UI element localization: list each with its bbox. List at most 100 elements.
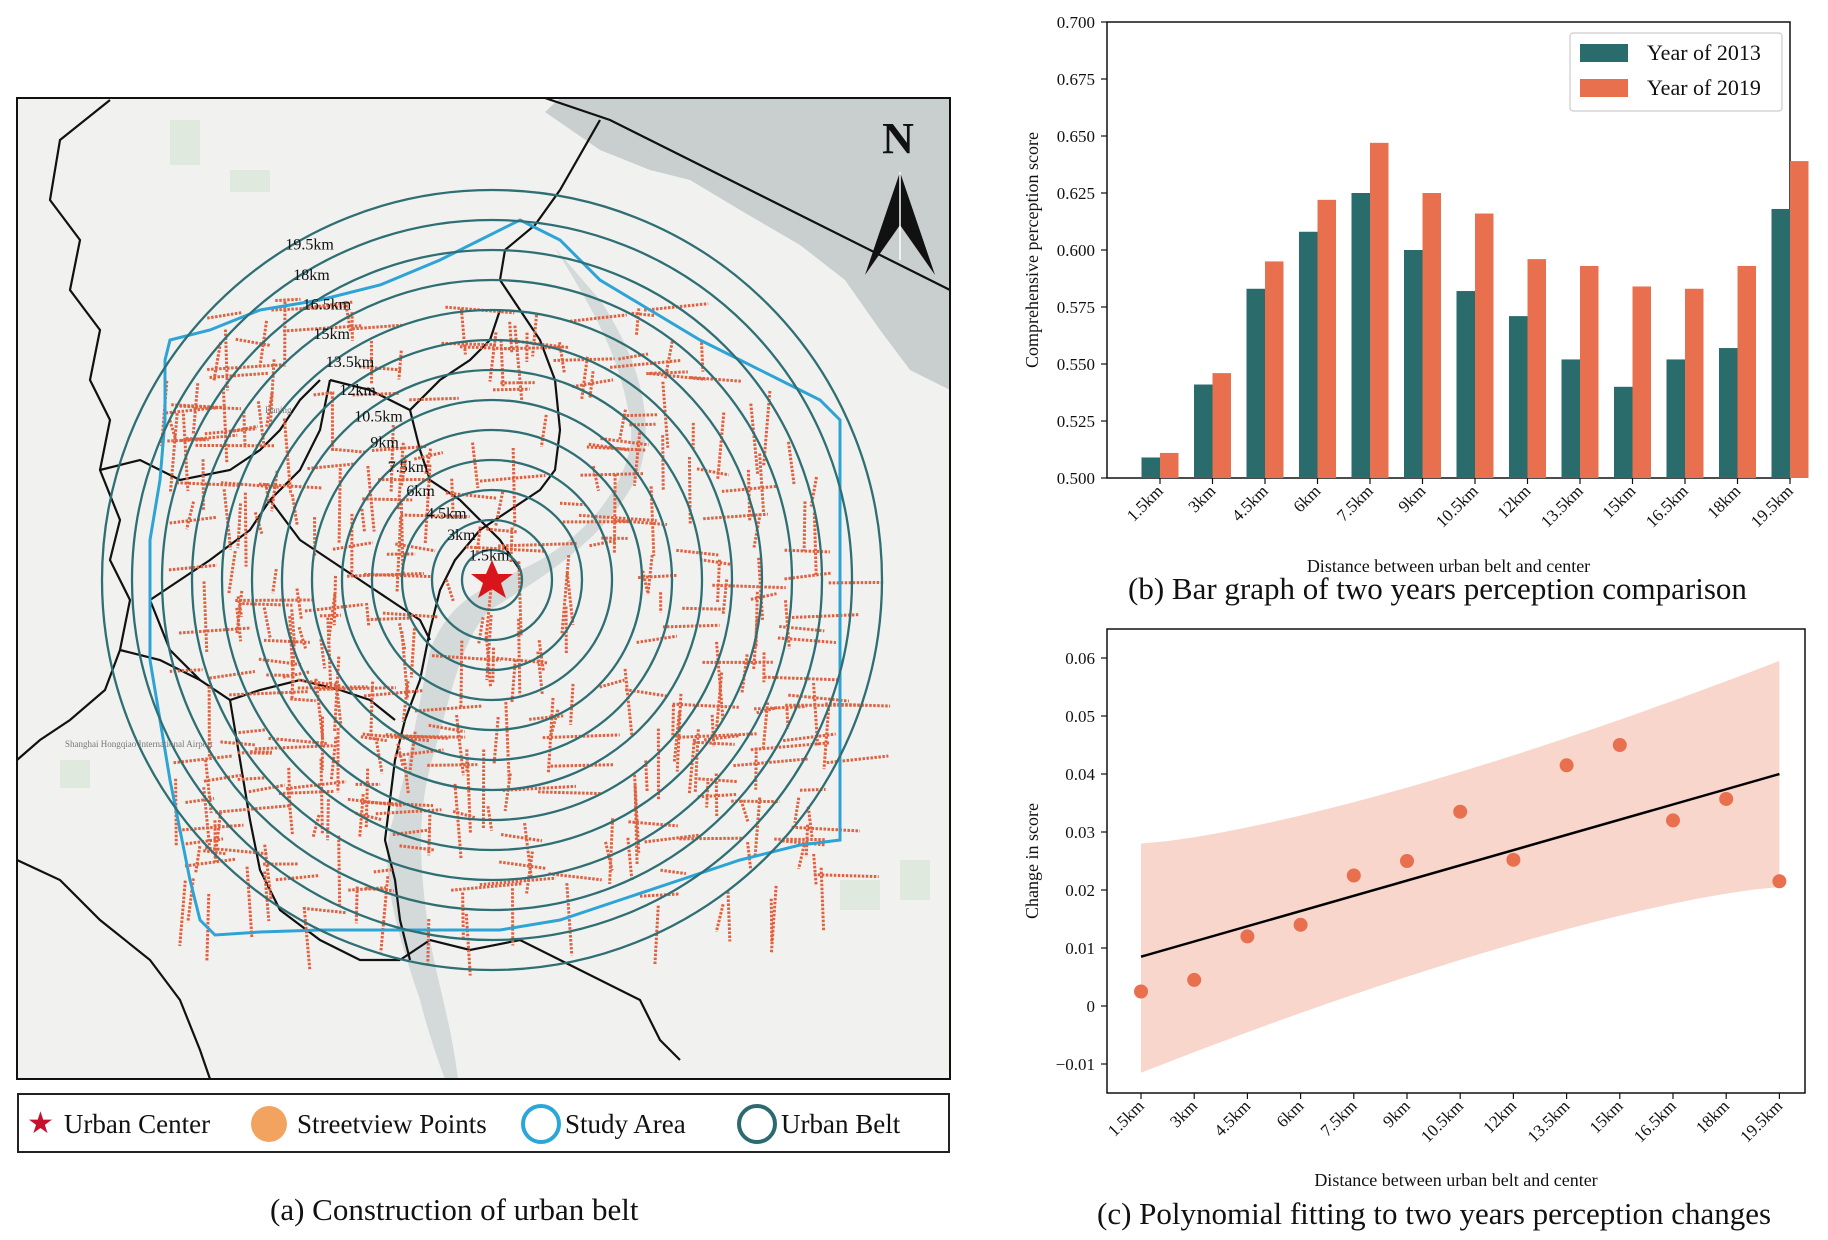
streetview-point-line bbox=[409, 396, 459, 402]
caption-a: (a) Construction of urban belt bbox=[270, 1192, 639, 1227]
streetview-point-line bbox=[348, 886, 387, 892]
streetview-point-line bbox=[331, 447, 366, 454]
streetview-point-line bbox=[466, 545, 546, 553]
streetview-point-line bbox=[242, 411, 247, 448]
streetview-point-line bbox=[290, 609, 297, 646]
streetview-point-line bbox=[167, 438, 209, 443]
streetview-point-line bbox=[235, 598, 315, 602]
streetview-point-line bbox=[822, 708, 831, 770]
streetview-point-line bbox=[721, 484, 778, 493]
streetview-point-line bbox=[740, 654, 749, 694]
ring-label: 9km bbox=[370, 434, 399, 451]
streetview-point-line bbox=[784, 548, 830, 554]
streetview-point-line bbox=[753, 797, 762, 858]
ring-label: 1.5km bbox=[469, 548, 510, 565]
huangpu-river bbox=[387, 248, 646, 1079]
streetview-point-line bbox=[687, 457, 692, 524]
streetview-point-line bbox=[263, 844, 273, 900]
urban-belt-ring bbox=[370, 458, 614, 702]
blue-ring-icon bbox=[521, 1104, 561, 1144]
streetview-point-line bbox=[389, 425, 395, 492]
streetview-point-line bbox=[347, 797, 402, 808]
streetview-point-line bbox=[558, 342, 566, 374]
streetview-point-line bbox=[699, 558, 732, 566]
streetview-point-line bbox=[613, 518, 668, 527]
streetview-point-line bbox=[539, 414, 548, 448]
streetview-point-line bbox=[697, 792, 738, 799]
streetview-point-line bbox=[173, 754, 233, 765]
streetview-point-line bbox=[268, 359, 276, 427]
streetview-point-line bbox=[626, 837, 634, 881]
streetview-point-line bbox=[746, 841, 753, 870]
streetview-point-line bbox=[705, 781, 710, 808]
streetview-point-line bbox=[500, 833, 543, 843]
streetview-point-line bbox=[484, 584, 493, 642]
streetview-point-line bbox=[804, 824, 810, 857]
streetview-point-line bbox=[222, 489, 233, 550]
streetview-point-line bbox=[548, 872, 602, 882]
streetview-point-line bbox=[712, 583, 786, 590]
streetview-point-line bbox=[352, 391, 399, 397]
streetview-point-line bbox=[229, 690, 309, 697]
streetview-point-line bbox=[675, 693, 683, 772]
streetview-point-line bbox=[782, 839, 826, 847]
streetview-point-line bbox=[326, 799, 330, 841]
streetview-point-line bbox=[608, 818, 615, 884]
streetview-point-line bbox=[209, 371, 269, 379]
streetview-point-line bbox=[569, 313, 627, 323]
streetview-point-line bbox=[237, 776, 266, 781]
streetview-point-line bbox=[714, 773, 719, 818]
ring-label: 3km bbox=[447, 527, 476, 544]
streetview-point-line bbox=[171, 403, 228, 410]
streetview-point-line bbox=[369, 681, 375, 740]
streetview-point-line bbox=[793, 797, 801, 824]
streetview-point-line bbox=[471, 442, 480, 489]
streetview-point-line bbox=[295, 588, 304, 621]
streetview-point-line bbox=[263, 871, 271, 922]
streetview-point-line bbox=[565, 572, 575, 626]
streetview-point-line bbox=[676, 548, 719, 557]
streetview-point-line bbox=[812, 853, 818, 885]
teal-ring-icon bbox=[737, 1104, 777, 1144]
urban-belt-ring bbox=[340, 428, 644, 732]
streetview-point-line bbox=[362, 732, 430, 743]
streetview-point-line bbox=[786, 441, 796, 486]
streetview-point-line bbox=[791, 613, 859, 619]
urban-belt-ring bbox=[310, 398, 674, 762]
streetview-point-line bbox=[646, 370, 688, 376]
streetview-point-line bbox=[599, 678, 625, 689]
streetview-point-line bbox=[400, 513, 470, 519]
streetview-point-line bbox=[580, 472, 644, 477]
streetview-point-line bbox=[424, 448, 433, 475]
streetview-point-line bbox=[693, 729, 700, 794]
streetview-point-line bbox=[475, 526, 482, 555]
streetview-point-line bbox=[223, 329, 229, 391]
streetview-point-line bbox=[714, 903, 725, 933]
ring-label: 4.5km bbox=[426, 506, 467, 523]
streetview-point-line bbox=[453, 783, 463, 860]
streetview-point-line bbox=[679, 836, 743, 841]
ring-label: 18km bbox=[293, 267, 330, 284]
streetview-point-line bbox=[203, 773, 244, 783]
streetview-point-line bbox=[604, 841, 614, 871]
streetview-point-line bbox=[649, 486, 656, 556]
streetview-point-line bbox=[337, 835, 342, 905]
streetview-point-line bbox=[303, 906, 347, 915]
streetview-point-line bbox=[646, 554, 654, 596]
streetview-point-line bbox=[319, 638, 327, 669]
streetview-point-line bbox=[493, 387, 530, 392]
streetview-point-line bbox=[185, 796, 215, 804]
park-areas bbox=[60, 120, 930, 910]
streetview-point-line bbox=[186, 878, 195, 923]
streetview-point-line bbox=[459, 345, 514, 351]
streetview-point-line bbox=[769, 898, 774, 944]
streetview-point-line bbox=[687, 738, 696, 795]
legend-label: Urban Belt bbox=[781, 1108, 901, 1139]
streetview-point-line bbox=[250, 750, 273, 754]
streetview-point-line bbox=[710, 714, 716, 748]
legend-streetview-points: Streetview Points bbox=[251, 1095, 487, 1153]
streetview-point-line bbox=[653, 905, 660, 965]
streetview-point-line bbox=[445, 305, 515, 315]
ring-label: 7.5km bbox=[388, 459, 429, 476]
